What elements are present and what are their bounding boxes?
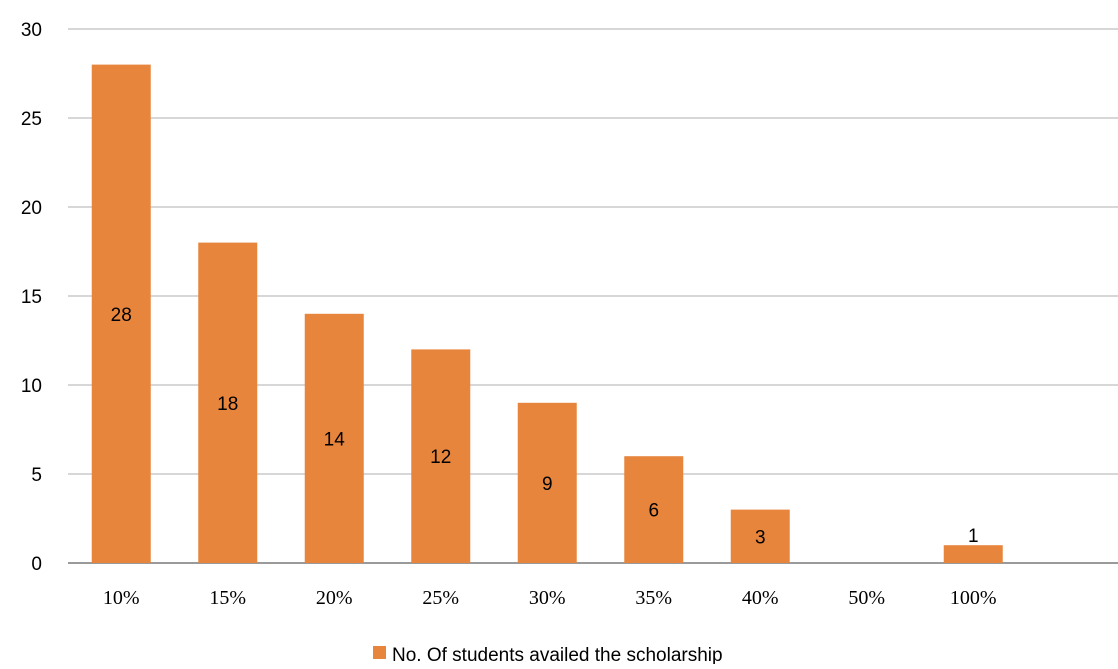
- bar: [730, 509, 790, 563]
- bar: [91, 64, 151, 563]
- bar: [411, 349, 471, 563]
- legend-swatch: [373, 646, 386, 659]
- data-label: 1: [968, 526, 979, 547]
- data-label: 14: [324, 429, 346, 450]
- axes: 0 5 10 15 20 25 30 10% 15% 20% 25% 30% 35% 40% 50% 100%: [21, 20, 1118, 609]
- y-tick-label: 15: [21, 287, 42, 308]
- bar: [304, 313, 364, 563]
- x-tick-label: 15%: [209, 587, 246, 609]
- bar: [943, 545, 1003, 563]
- y-tick-label: 20: [21, 198, 42, 219]
- bar: [624, 456, 684, 563]
- bar: [517, 402, 577, 563]
- y-tick-label: 10: [21, 376, 42, 397]
- legend: No. Of students availed the scholarship: [373, 645, 723, 666]
- x-tick-label: 10%: [103, 587, 140, 609]
- x-tick-label: 40%: [742, 587, 779, 609]
- bars: [91, 64, 1003, 563]
- y-tick-label: 5: [31, 465, 42, 486]
- data-label: 12: [430, 447, 451, 468]
- x-tick-label: 30%: [529, 587, 566, 609]
- data-labels: 28 18 14 12 9 6 3 1: [111, 305, 979, 549]
- y-tick-label: 30: [21, 20, 42, 41]
- data-label: 9: [542, 474, 553, 495]
- data-label: 28: [111, 305, 132, 326]
- legend-label: No. Of students availed the scholarship: [392, 645, 723, 664]
- data-label: 18: [217, 394, 238, 415]
- y-tick-label: 25: [21, 109, 42, 130]
- data-label: 3: [755, 527, 766, 548]
- x-tick-label: 100%: [950, 587, 997, 609]
- x-tick-label: 20%: [316, 587, 353, 609]
- x-tick-label: 50%: [848, 587, 885, 609]
- x-tick-label: 35%: [635, 587, 672, 609]
- data-label: 6: [648, 501, 659, 522]
- x-tick-label: 25%: [422, 587, 459, 609]
- y-tick-label: 0: [31, 554, 42, 575]
- bar: [198, 242, 258, 563]
